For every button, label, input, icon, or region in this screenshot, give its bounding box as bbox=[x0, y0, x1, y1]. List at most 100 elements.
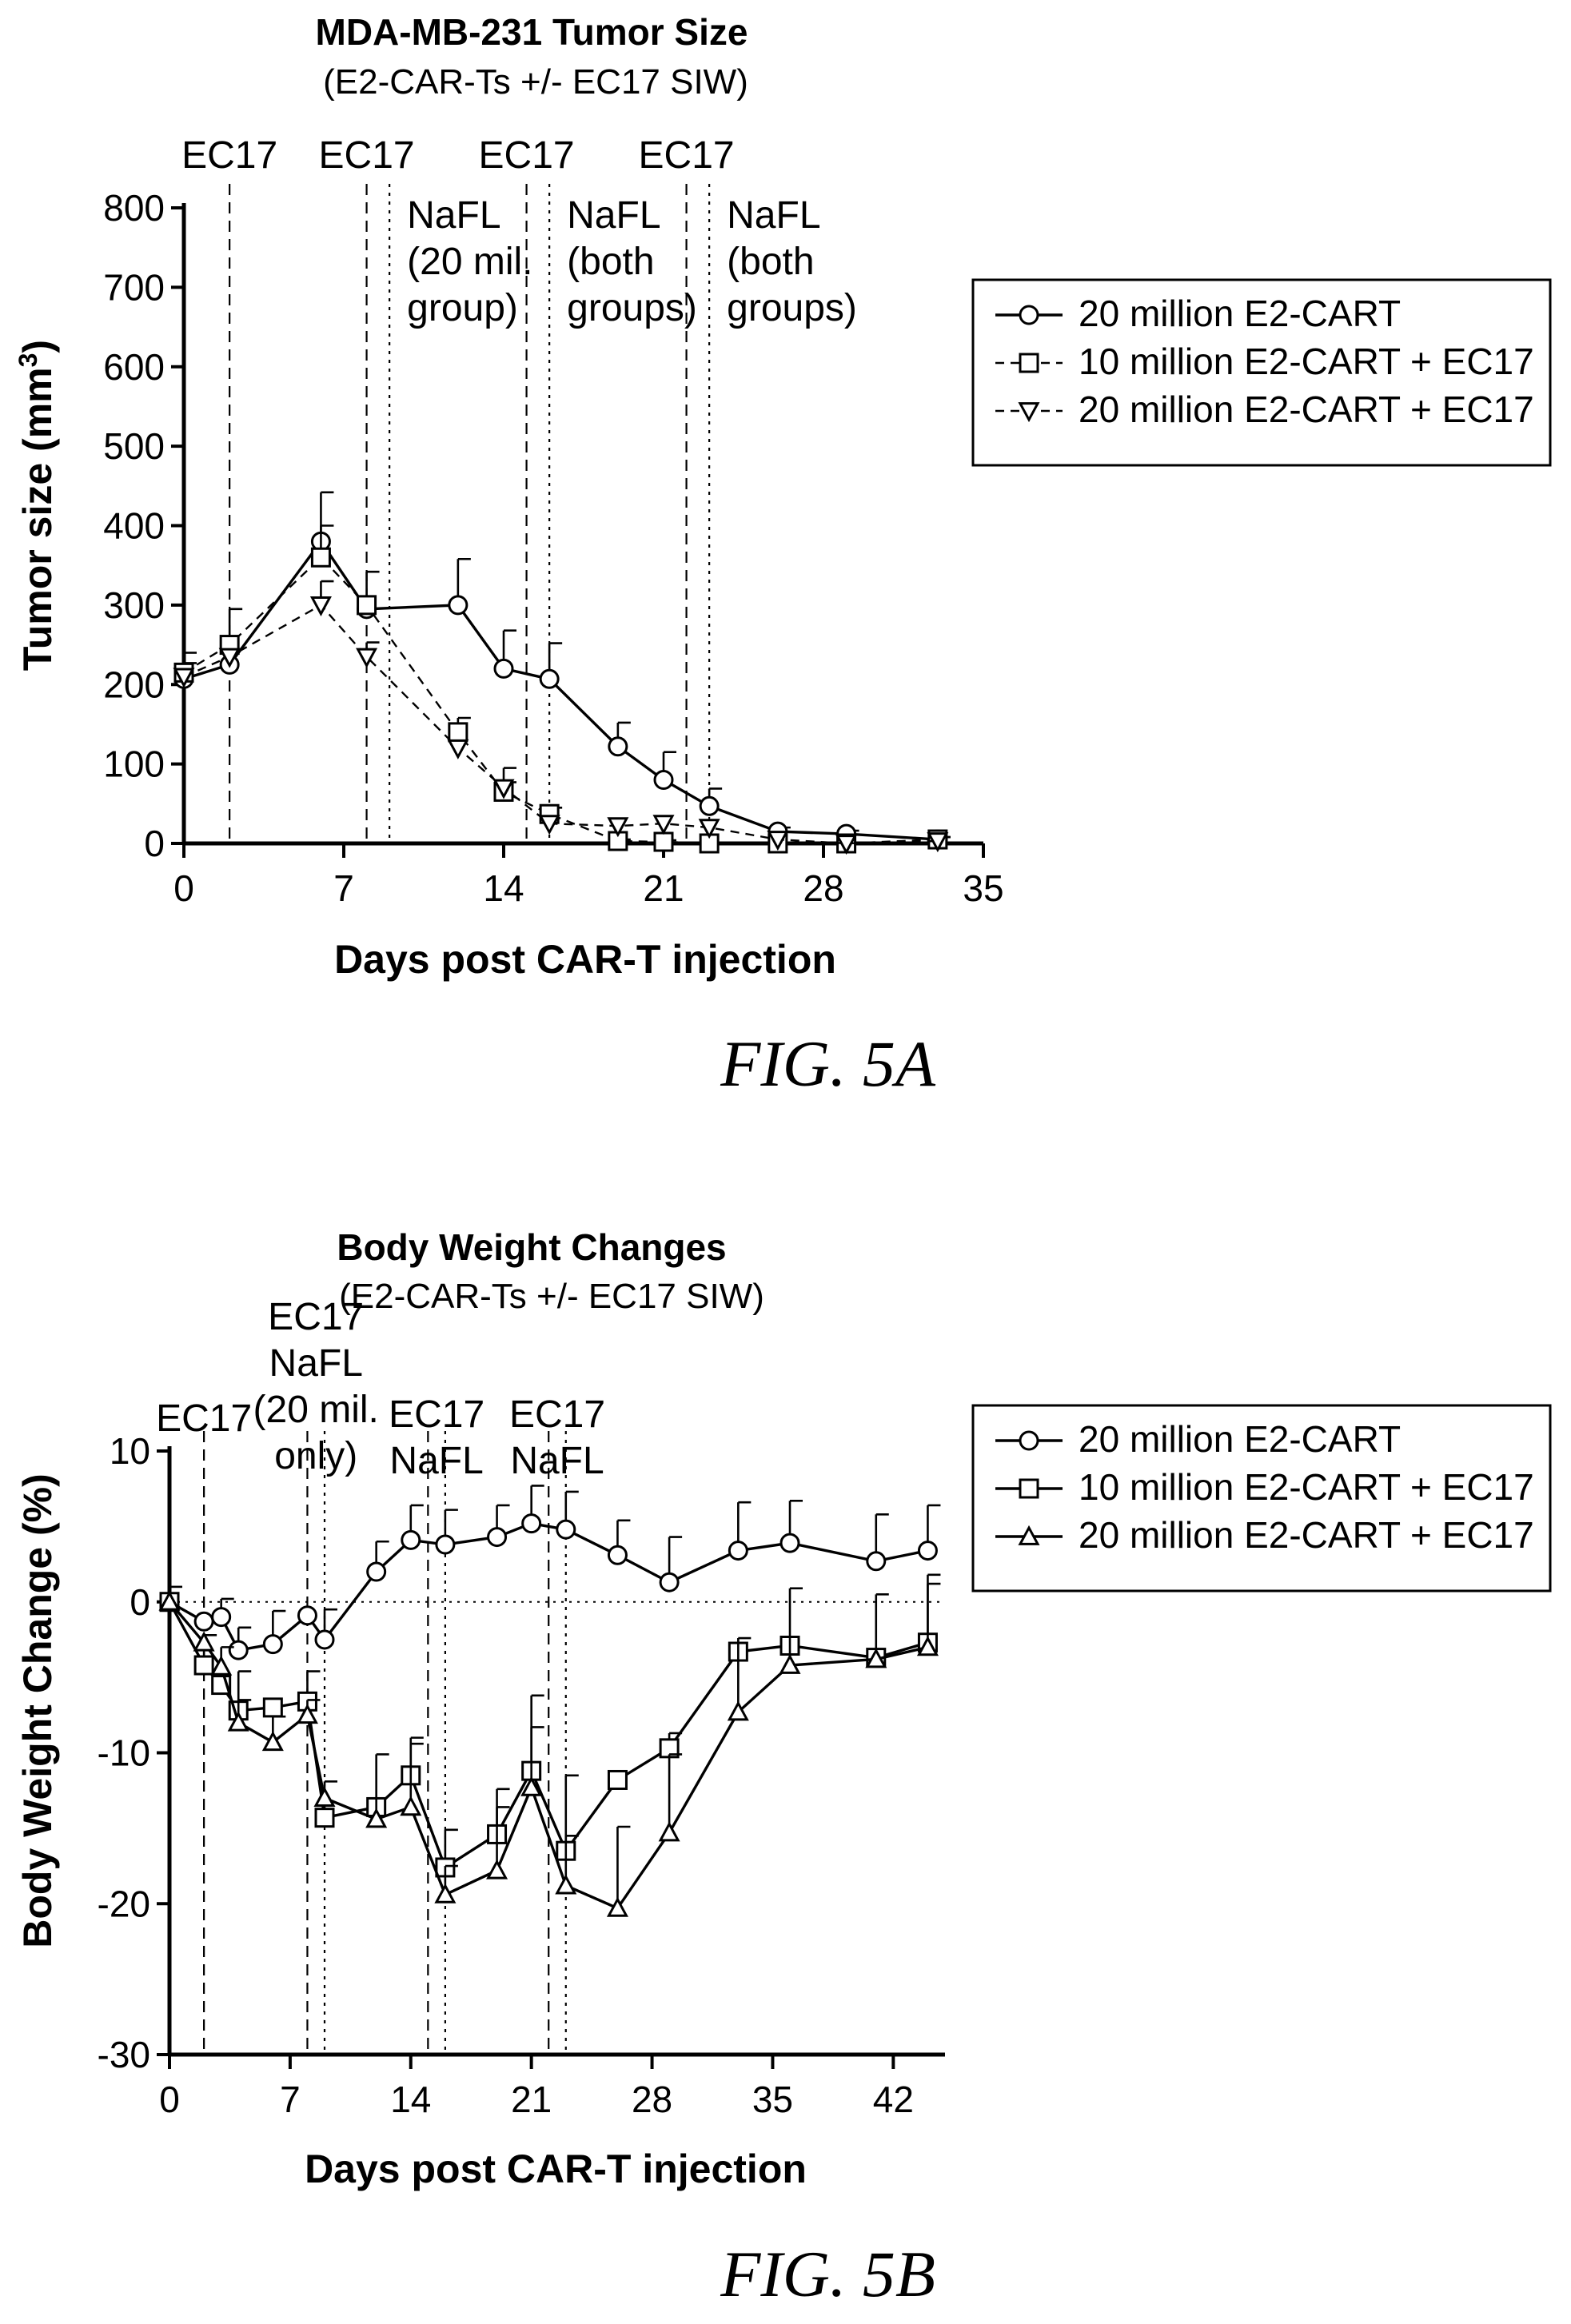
data-point bbox=[486, 1859, 508, 1880]
annotation-text: (both bbox=[567, 241, 654, 283]
annotation-text: EC17 bbox=[319, 134, 415, 177]
data-point bbox=[296, 1704, 318, 1724]
x-tick-label: 28 bbox=[632, 2079, 672, 2120]
legend-entry: 20 million E2-CART bbox=[1079, 1418, 1401, 1460]
data-point bbox=[779, 1653, 801, 1674]
x-tick-label: 28 bbox=[803, 867, 843, 909]
data-point bbox=[400, 1796, 422, 1816]
annotation-text: NaFL bbox=[510, 1440, 604, 1482]
data-point bbox=[727, 1700, 749, 1721]
figure-label-5b: FIG. 5B bbox=[720, 2238, 935, 2310]
data-point bbox=[314, 1808, 335, 1828]
y-tick-label: 400 bbox=[103, 505, 165, 547]
annotation-text: group) bbox=[407, 287, 518, 329]
figure-label-5a: FIG. 5A bbox=[720, 1027, 936, 1100]
series-0-2 bbox=[173, 580, 949, 855]
tumor-size-chart: MDA-MB-231 Tumor Size (E2-CAR-Ts +/- EC1… bbox=[14, 11, 1552, 1100]
x-tick-label: 42 bbox=[873, 2079, 914, 2120]
data-point bbox=[556, 1519, 576, 1540]
data-point bbox=[228, 1640, 249, 1660]
x-tick-label: 7 bbox=[280, 2079, 301, 2120]
y-tick-label: -20 bbox=[98, 1883, 150, 1924]
data-point bbox=[607, 817, 629, 838]
chart-a-ylabel-sup: 3 bbox=[14, 353, 42, 368]
data-point bbox=[227, 1711, 249, 1732]
data-point bbox=[310, 547, 331, 568]
data-point bbox=[658, 1821, 680, 1842]
annotation-text: EC17 bbox=[389, 1393, 484, 1436]
data-point bbox=[520, 1776, 543, 1796]
legend-entry: 20 million E2-CART + EC17 bbox=[1079, 389, 1534, 430]
series-1-2 bbox=[158, 1582, 941, 1917]
legend-entry: 10 million E2-CART + EC17 bbox=[1079, 1466, 1534, 1508]
y-tick-label: 600 bbox=[103, 346, 165, 388]
data-point bbox=[309, 596, 332, 617]
data-point bbox=[606, 1896, 628, 1917]
data-point bbox=[193, 1631, 215, 1652]
data-point bbox=[435, 1534, 456, 1555]
data-point bbox=[447, 739, 469, 759]
annotation-text: (20 mil. bbox=[407, 241, 532, 283]
data-point bbox=[366, 1561, 387, 1582]
chart-a-ylabel-main: Tumor size (mm bbox=[15, 367, 60, 671]
data-point bbox=[555, 1874, 577, 1895]
data-point bbox=[767, 831, 789, 851]
y-tick-label: 0 bbox=[130, 1581, 150, 1623]
annotation-text: groups) bbox=[727, 287, 857, 329]
chart-b-ylabel: Body Weight Change (%) bbox=[15, 1473, 60, 1948]
legend-marker bbox=[1018, 1525, 1040, 1545]
data-point bbox=[865, 1648, 887, 1668]
y-tick-label: 700 bbox=[103, 266, 165, 308]
data-point bbox=[521, 1513, 542, 1534]
y-tick-label: -30 bbox=[98, 2034, 150, 2075]
x-tick-label: 21 bbox=[511, 2079, 552, 2120]
legend-entry: 20 million E2-CART + EC17 bbox=[1079, 1514, 1534, 1556]
chart-a-ylabel: Tumor size (mm3) bbox=[14, 340, 60, 671]
data-point bbox=[916, 1636, 939, 1656]
legend-marker bbox=[1018, 402, 1040, 423]
annotation-text: groups) bbox=[567, 287, 697, 329]
data-point bbox=[313, 1786, 336, 1807]
legend-marker bbox=[1019, 353, 1039, 373]
annotation-text: EC17 bbox=[479, 134, 575, 177]
data-point bbox=[487, 1527, 508, 1548]
annotation-text: only) bbox=[274, 1435, 357, 1477]
data-point bbox=[780, 1533, 800, 1553]
series-0-0 bbox=[173, 491, 951, 850]
x-tick-label: 35 bbox=[752, 2079, 793, 2120]
annotation-text: EC17 bbox=[639, 134, 735, 177]
data-point bbox=[193, 1611, 214, 1632]
data-point bbox=[193, 1655, 214, 1676]
y-tick-label: 0 bbox=[144, 823, 165, 864]
x-tick-label: 0 bbox=[173, 867, 194, 909]
data-point bbox=[218, 648, 241, 668]
y-tick-label: 500 bbox=[103, 425, 165, 467]
x-tick-label: 0 bbox=[159, 2079, 180, 2120]
data-point bbox=[652, 815, 675, 835]
data-point bbox=[173, 668, 195, 688]
annotation-text: EC17 bbox=[156, 1397, 252, 1440]
chart-b-xlabel: Days post CAR-T injection bbox=[305, 2147, 807, 2191]
annotation-text: NaFL bbox=[407, 194, 500, 237]
chart-a-title: MDA-MB-231 Tumor Size bbox=[316, 11, 748, 53]
data-point bbox=[659, 1572, 680, 1593]
legend-marker bbox=[1019, 1430, 1039, 1451]
legend-marker bbox=[1019, 1478, 1039, 1499]
x-tick-label: 14 bbox=[390, 2079, 431, 2120]
annotation-text: EC17 bbox=[509, 1393, 605, 1436]
chart-a-subtitle: (E2-CAR-Ts +/- EC17 SIW) bbox=[323, 62, 748, 102]
chart-b-subtitle: (E2-CAR-Ts +/- EC17 SIW) bbox=[339, 1277, 764, 1316]
data-point bbox=[608, 736, 628, 757]
data-point bbox=[448, 722, 469, 743]
annotation-text: (20 mil. bbox=[253, 1389, 379, 1431]
data-point bbox=[866, 1551, 887, 1572]
data-point bbox=[699, 795, 720, 816]
data-point bbox=[653, 770, 674, 790]
data-point bbox=[607, 1769, 628, 1790]
data-point bbox=[262, 1697, 283, 1718]
x-tick-label: 21 bbox=[643, 867, 684, 909]
y-tick-label: 10 bbox=[110, 1430, 150, 1472]
x-tick-label: 7 bbox=[333, 867, 354, 909]
y-tick-label: 100 bbox=[103, 743, 165, 785]
